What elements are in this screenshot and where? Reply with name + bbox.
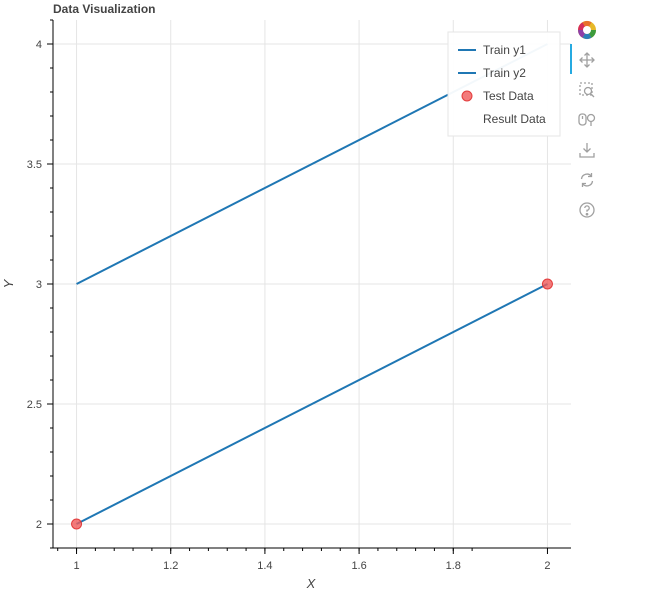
box-zoom-icon[interactable] bbox=[574, 78, 600, 102]
x-axis-label: X bbox=[306, 576, 317, 591]
help-icon[interactable] bbox=[574, 198, 600, 222]
y-tick-label: 2.5 bbox=[27, 399, 42, 411]
legend-swatch bbox=[461, 90, 473, 102]
x-tick-label: 1.6 bbox=[351, 560, 366, 572]
toolbar-active-indicator bbox=[570, 44, 572, 74]
legend-label: Train y1 bbox=[483, 43, 526, 57]
y-tick-label: 3 bbox=[36, 279, 42, 291]
pan-icon[interactable] bbox=[574, 48, 600, 72]
save-icon[interactable] bbox=[574, 138, 600, 162]
legend-label: Result Data bbox=[483, 112, 546, 126]
y-axis-label: Y bbox=[1, 278, 16, 288]
x-tick-label: 1 bbox=[73, 560, 79, 572]
axes: 1 1.2 1.4 1.6 1.8 2 2 2.5 3 3.5 4 bbox=[27, 19, 571, 572]
scatter-point bbox=[541, 278, 553, 290]
x-tick-label: 2 bbox=[544, 560, 550, 572]
series-line bbox=[76, 283, 548, 525]
x-tick-label: 1.4 bbox=[257, 560, 272, 572]
plot-toolbar bbox=[572, 16, 602, 236]
chart-title: Data Visualization bbox=[53, 2, 155, 16]
reset-icon[interactable] bbox=[574, 168, 600, 192]
y-tick-label: 4 bbox=[36, 39, 42, 51]
y-tick-label: 3.5 bbox=[27, 159, 42, 171]
wheel-zoom-icon[interactable] bbox=[574, 108, 600, 132]
bokeh-logo-icon[interactable] bbox=[574, 18, 600, 42]
scatter-point bbox=[71, 518, 83, 530]
legend: Train y1 Train y2 Test Data Result Data bbox=[447, 31, 561, 137]
legend-label: Train y2 bbox=[483, 66, 526, 80]
x-tick-label: 1.8 bbox=[446, 560, 461, 572]
x-tick-label: 1.2 bbox=[163, 560, 178, 572]
legend-label: Test Data bbox=[483, 89, 534, 103]
y-tick-label: 2 bbox=[36, 519, 42, 531]
